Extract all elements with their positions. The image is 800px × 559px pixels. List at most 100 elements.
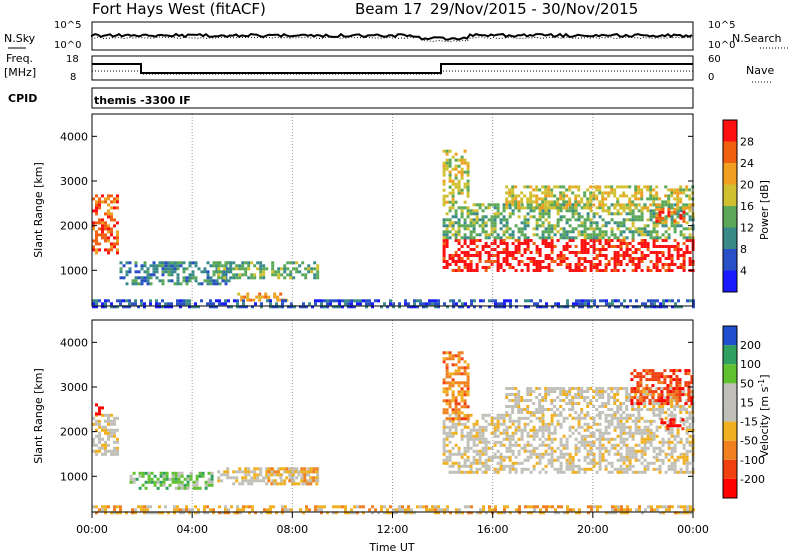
data-cell xyxy=(652,461,656,465)
data-cell xyxy=(535,185,539,189)
velocity-y-axis-label: Slant Range [km] xyxy=(32,368,45,464)
data-cell xyxy=(673,191,677,195)
data-cell xyxy=(209,276,213,280)
data-cell xyxy=(682,236,686,240)
data-cell xyxy=(110,452,113,456)
data-cell xyxy=(511,233,515,237)
data-cell xyxy=(663,399,667,403)
data-cell xyxy=(553,194,557,198)
data-cell xyxy=(553,399,557,402)
data-cell xyxy=(683,508,686,512)
data-cell xyxy=(544,185,548,189)
data-cell xyxy=(505,455,509,459)
data-cell xyxy=(448,351,452,355)
data-cell xyxy=(309,476,313,480)
data-cell xyxy=(669,381,673,385)
data-cell xyxy=(95,206,98,210)
data-cell xyxy=(604,257,608,260)
data-cell xyxy=(613,416,617,420)
data-cell xyxy=(165,471,169,475)
data-cell xyxy=(688,461,692,465)
data-cell xyxy=(457,381,461,385)
data-cell xyxy=(593,299,596,303)
data-cell xyxy=(463,405,467,409)
data-cell xyxy=(637,405,641,408)
data-cell xyxy=(590,508,593,512)
data-cell xyxy=(595,422,599,426)
data-cell xyxy=(137,276,141,280)
data-cell xyxy=(143,261,147,265)
data-cell xyxy=(583,203,587,207)
data-cell xyxy=(212,302,215,306)
data-cell xyxy=(448,185,452,189)
data-cell xyxy=(688,263,692,266)
data-cell xyxy=(449,511,452,515)
data-cell xyxy=(592,396,596,399)
data-cell xyxy=(616,390,620,393)
data-cell xyxy=(613,437,617,441)
data-cell xyxy=(634,458,638,462)
data-cell xyxy=(643,470,647,474)
data-cell xyxy=(642,399,646,403)
data-cell xyxy=(643,458,647,462)
data-cell xyxy=(610,446,614,450)
data-cell xyxy=(101,437,104,441)
data-cell xyxy=(535,200,539,204)
data-cell xyxy=(679,411,683,414)
data-cell xyxy=(496,440,500,444)
data-cell xyxy=(560,305,563,309)
data-cell xyxy=(517,203,521,207)
data-cell xyxy=(297,482,301,486)
data-cell xyxy=(673,461,677,465)
data-cell xyxy=(110,413,113,417)
data-cell xyxy=(577,203,581,207)
data-cell xyxy=(583,233,587,237)
data-cell xyxy=(466,215,470,219)
data-cell xyxy=(526,411,530,414)
data-cell xyxy=(676,455,680,459)
data-cell xyxy=(460,405,464,409)
data-cell xyxy=(685,425,689,429)
data-cell xyxy=(374,299,377,303)
data-cell xyxy=(448,464,452,468)
data-cell xyxy=(610,443,614,447)
data-cell xyxy=(658,413,662,417)
data-cell xyxy=(482,508,485,512)
data-cell xyxy=(625,408,629,411)
data-cell xyxy=(614,299,617,303)
data-cell xyxy=(689,505,692,509)
data-cell xyxy=(463,393,467,397)
data-cell xyxy=(499,413,503,417)
data-cell xyxy=(206,282,210,286)
data-cell xyxy=(518,511,521,515)
data-cell xyxy=(454,239,458,242)
data-cell xyxy=(556,446,560,450)
data-cell xyxy=(640,431,644,435)
data-cell xyxy=(146,279,150,283)
data-cell xyxy=(598,254,602,257)
data-cell xyxy=(598,446,602,450)
data-cell xyxy=(475,251,479,254)
data-cell xyxy=(448,170,452,174)
data-cell xyxy=(445,260,449,263)
data-cell xyxy=(104,236,107,240)
data-cell xyxy=(508,200,512,204)
data-cell xyxy=(289,261,293,265)
data-cell xyxy=(508,233,512,237)
data-cell xyxy=(164,261,168,265)
data-cell xyxy=(652,203,656,207)
data-cell xyxy=(562,203,566,207)
data-cell xyxy=(256,479,260,483)
data-cell xyxy=(526,218,530,222)
data-cell xyxy=(517,428,521,432)
velocity-heatmap xyxy=(92,351,695,515)
data-cell xyxy=(176,261,180,265)
data-cell xyxy=(110,422,113,426)
data-cell xyxy=(589,443,593,447)
data-cell xyxy=(538,425,542,429)
data-cell xyxy=(646,188,650,192)
data-cell xyxy=(583,194,587,198)
data-cell xyxy=(560,505,563,509)
data-cell xyxy=(598,458,602,462)
data-cell xyxy=(460,155,464,159)
